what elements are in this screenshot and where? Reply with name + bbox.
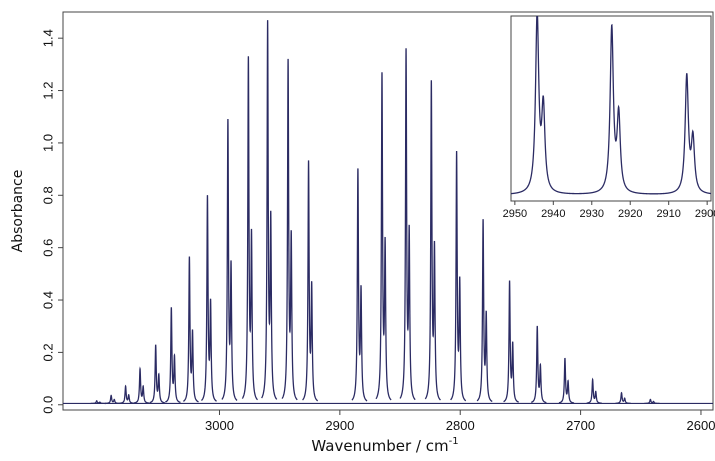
- spectrum-peak-19: [476, 219, 493, 403]
- x-axis-title-superscript: -1: [449, 436, 459, 447]
- spectrum-peak-21: [530, 325, 547, 404]
- inset-x-tick-label: 2910: [656, 208, 680, 220]
- y-tick-label: 0.8: [40, 186, 55, 204]
- spectrum-peak-24: [615, 391, 631, 404]
- x-axis-title-text: Wavenumber / cm: [311, 437, 448, 455]
- y-tick-label: 0.2: [40, 343, 55, 361]
- y-tick-label: 0.4: [40, 291, 55, 309]
- inset-x-tick-label: 2930: [580, 208, 604, 220]
- inset-x-tick-label: 2920: [618, 208, 642, 220]
- spectrum-peak-14: [351, 168, 368, 402]
- inset-x-tick-label: 2940: [541, 208, 565, 220]
- x-tick-label: 2800: [446, 418, 475, 433]
- x-tick-label: 3000: [205, 418, 234, 433]
- plot-frame: [62, 11, 714, 411]
- spectrum-peak-6: [165, 307, 181, 404]
- spectrum-peak-13: [302, 160, 319, 402]
- inset-spectrum-line: [511, 16, 711, 195]
- spectrum-peak-11: [261, 20, 278, 400]
- y-axis-title: Absorbance: [10, 170, 26, 253]
- inset-x-tick-label: 2900: [695, 208, 715, 220]
- x-tick-label: 2600: [687, 418, 715, 433]
- spectrum-peak-23: [586, 377, 602, 404]
- spectrum-peak-4: [133, 366, 150, 404]
- spectrum-peak-7: [183, 256, 199, 403]
- spectrum-peak-5: [149, 344, 165, 404]
- y-tick-label: 0.6: [40, 239, 55, 257]
- spectrum-peak-16: [399, 48, 416, 401]
- spectrum-peak-18: [450, 151, 467, 402]
- x-axis-title: Wavenumber / cm-1: [311, 436, 458, 455]
- spectrum-peak-25: [644, 398, 660, 405]
- spectrum-group: [90, 20, 660, 405]
- spectrum-peak-8: [201, 195, 217, 402]
- spectrum-peak-17: [424, 80, 441, 401]
- y-tick-label: 1.4: [40, 29, 55, 47]
- x-tick-label: 2900: [325, 418, 354, 433]
- spectrum-peak-2: [105, 394, 121, 405]
- spectrum-peak-3: [119, 384, 135, 404]
- y-tick-label: 1.2: [40, 82, 55, 100]
- spectrum-peak-10: [241, 56, 258, 401]
- inset-x-tick-label: 2950: [503, 208, 527, 220]
- x-tick-label: 2700: [566, 418, 595, 433]
- y-tick-label: 0.0: [40, 396, 55, 414]
- spectrum-peak-22: [558, 357, 575, 404]
- y-tick-label: 1.0: [40, 134, 55, 152]
- spectrum-peak-15: [375, 72, 392, 401]
- spectrum-peak-9: [221, 118, 238, 401]
- spectrum-peak-12: [281, 58, 298, 401]
- spectrum-peak-20: [503, 280, 519, 403]
